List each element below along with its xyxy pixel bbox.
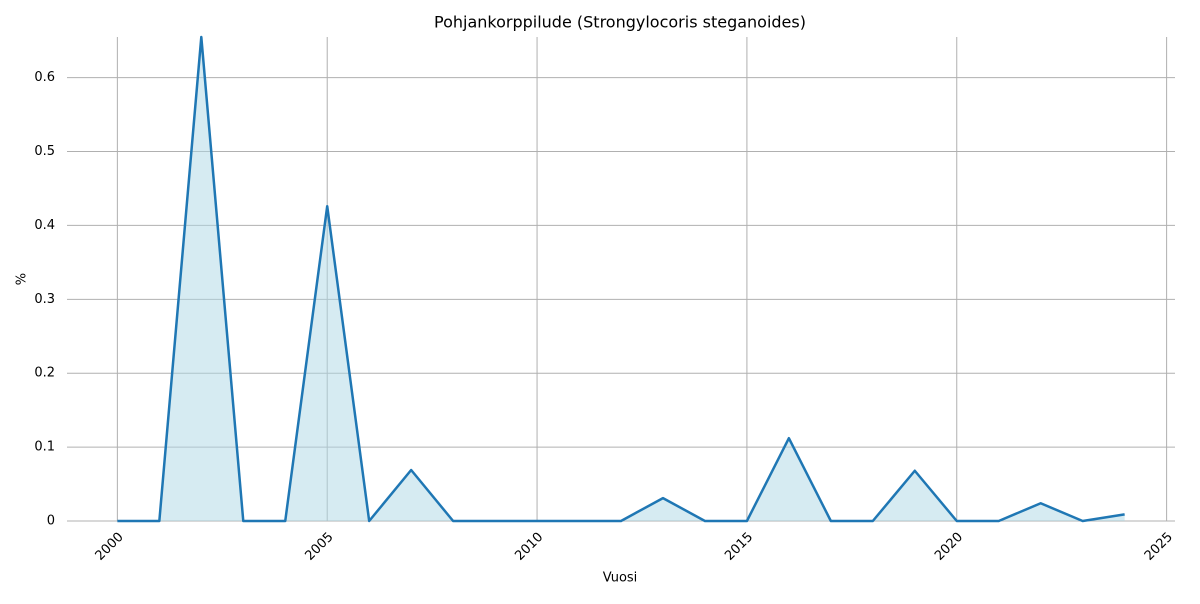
y-tick-label: 0.5 (34, 144, 55, 159)
y-tick-label: 0.1 (34, 440, 55, 455)
x-tick-label: 2005 (303, 530, 337, 564)
x-tick-label: 2015 (722, 530, 756, 564)
y-tick-label: 0.4 (34, 218, 55, 233)
y-tick-label: 0.2 (34, 366, 55, 381)
x-axis-label: Vuosi (603, 571, 638, 586)
x-tick-label: 2025 (1142, 530, 1176, 564)
line (117, 35, 1125, 523)
x-tick-label: 2020 (932, 530, 966, 564)
y-tick-label: 0.3 (34, 292, 55, 307)
x-tick-label: 2000 (93, 530, 127, 564)
area-fill (117, 37, 1125, 521)
y-tick-label: 0 (47, 514, 55, 529)
x-tick-label: 2010 (512, 530, 546, 564)
chart-title: Pohjankorppilude (Strongylocoris stegano… (434, 13, 806, 32)
y-tick-label: 0.6 (34, 70, 55, 85)
y-axis-label: % (15, 273, 30, 285)
